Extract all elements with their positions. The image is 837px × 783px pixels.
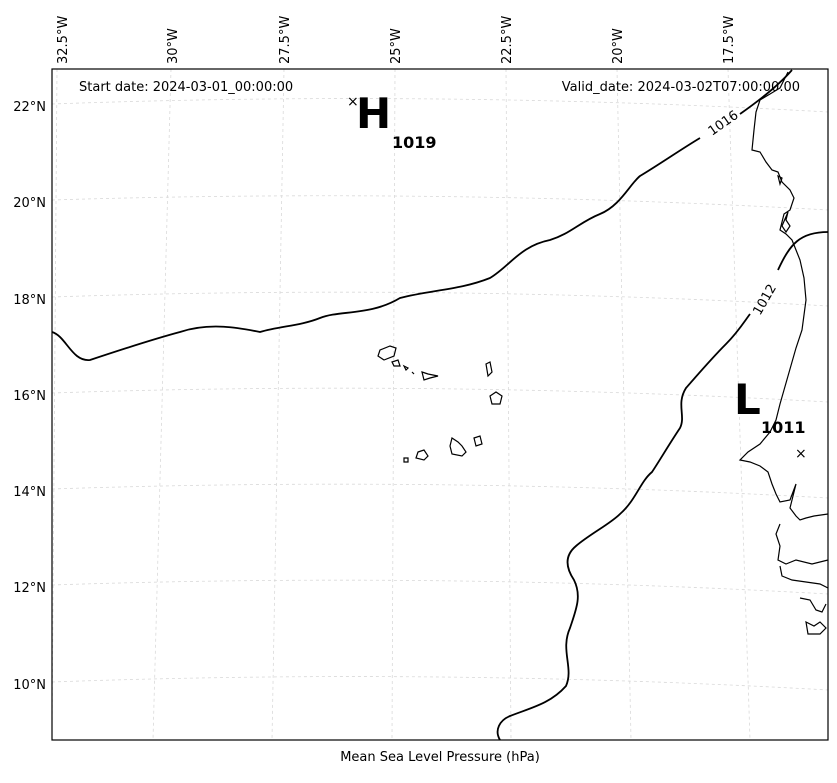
low-center-marker: ×: [795, 446, 807, 462]
cape-verde-island: [377, 345, 397, 361]
lat-label: 16°N: [13, 389, 46, 404]
lat-label: 22°N: [13, 100, 46, 115]
isobars: [51, 69, 829, 741]
low-value: 1011: [761, 418, 806, 437]
high-pressure-center: × H 1019: [347, 89, 437, 152]
isobar-label-1016: 1016: [706, 108, 742, 139]
lat-label: 20°N: [13, 196, 46, 211]
lat-label: 18°N: [13, 293, 46, 308]
high-letter: H: [356, 89, 391, 138]
map-frame: [51, 68, 829, 741]
high-center-marker: ×: [347, 94, 359, 110]
map-caption: Mean Sea Level Pressure (hPa): [340, 750, 540, 765]
high-value: 1019: [392, 133, 437, 152]
lon-label: 30°W: [166, 28, 181, 64]
lon-label: 32.5°W: [56, 16, 71, 64]
valid-date: Valid_date: 2024-03-02T07:00:00.00: [562, 80, 800, 95]
longitude-labels: 32.5°W 30°W 27.5°W 25°W 22.5°W 20°W 17.5…: [56, 16, 737, 64]
isobar-label-1012: 1012: [750, 282, 780, 318]
graticule: [51, 68, 829, 741]
low-letter: L: [734, 375, 761, 424]
lon-label: 22.5°W: [500, 16, 515, 64]
latitude-labels: 22°N 20°N 18°N 16°N 14°N 12°N 10°N: [13, 100, 46, 693]
isobar-1016: [51, 69, 793, 361]
coastline: [377, 71, 829, 635]
lon-label: 25°W: [389, 28, 404, 64]
low-pressure-center: L 1011 ×: [734, 375, 807, 462]
lat-label: 12°N: [13, 581, 46, 596]
africa-coast: [738, 71, 829, 521]
lon-label: 17.5°W: [722, 16, 737, 64]
isobar-1012: [496, 231, 829, 741]
start-date: Start date: 2024-03-01_00:00:00: [79, 80, 293, 95]
lat-label: 14°N: [13, 485, 46, 500]
lon-label: 27.5°W: [278, 16, 293, 64]
lat-label: 10°N: [13, 678, 46, 693]
lon-label: 20°W: [611, 28, 626, 64]
